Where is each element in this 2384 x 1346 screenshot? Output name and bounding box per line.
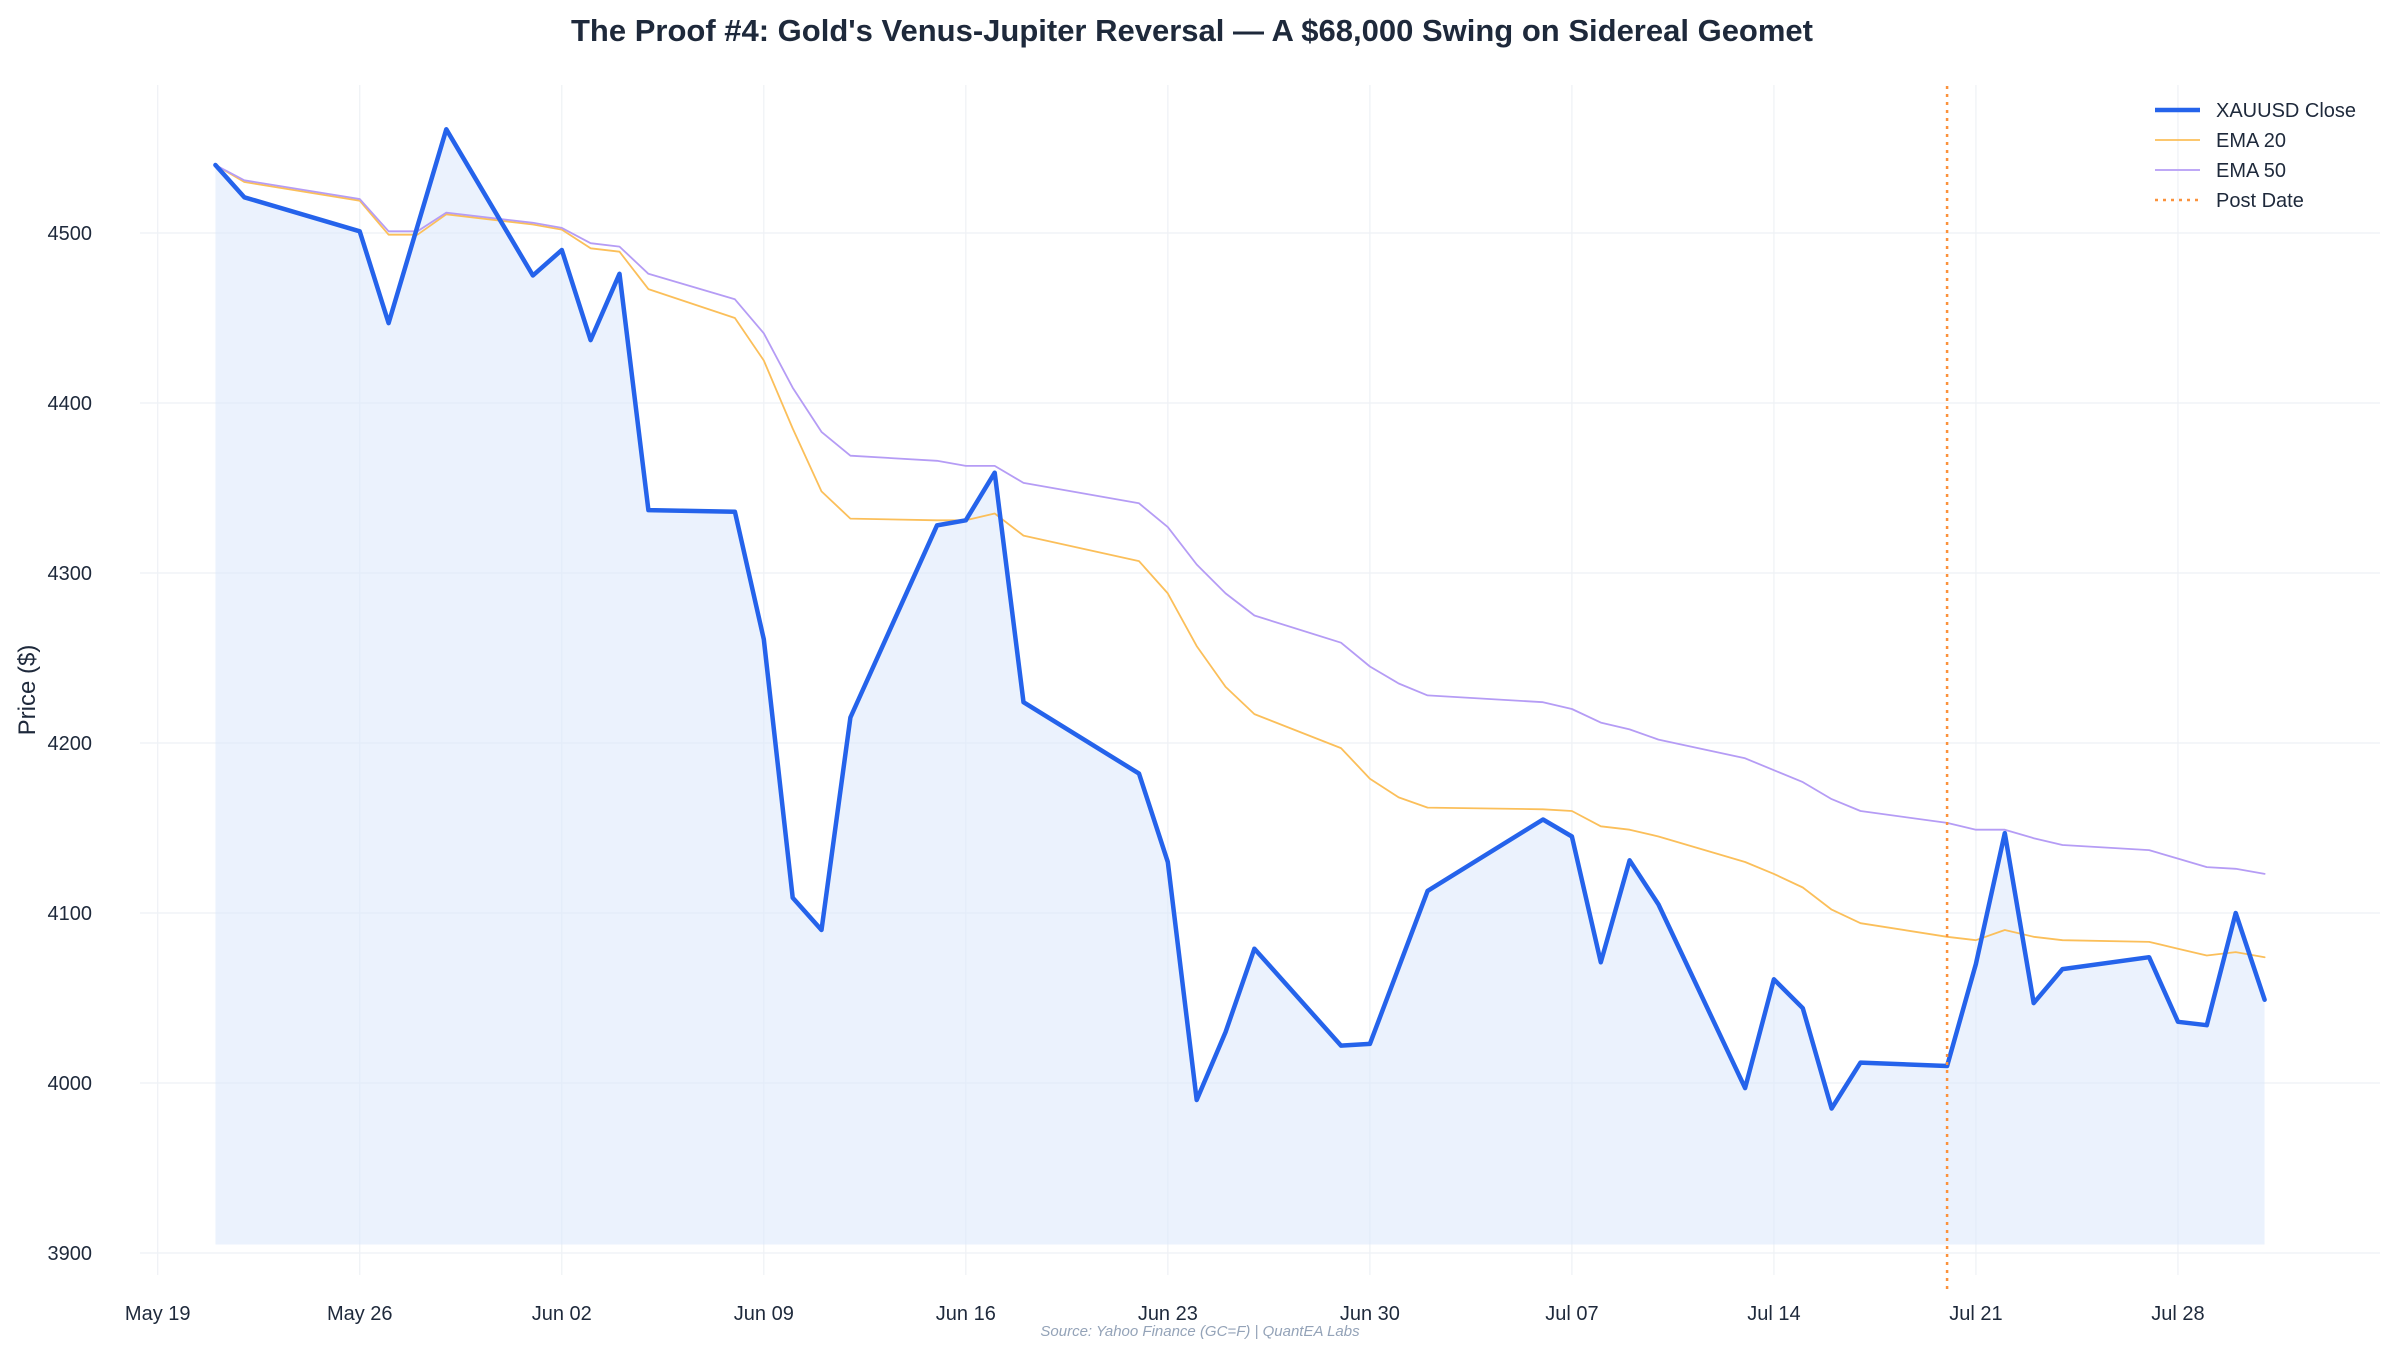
x-tick-label: Jun 30 [1340,1303,1400,1325]
legend-label: EMA 50 [2216,160,2286,182]
y-tick-label: 4100 [48,903,93,925]
source-note: Source: Yahoo Finance (GC=F) | QuantEA L… [1040,1323,1360,1340]
x-tick-label: Jun 09 [734,1303,794,1325]
legend-label: XAUUSD Close [2216,100,2356,122]
y-tick-label: 4500 [48,223,93,245]
x-tick-label: Jun 16 [936,1303,996,1325]
x-tick-label: Jul 28 [2151,1303,2204,1325]
chart-title: The Proof #4: Gold's Venus-Jupiter Rever… [571,13,1813,48]
x-tick-label: Jul 14 [1747,1303,1800,1325]
x-tick-label: Jul 21 [1949,1303,2002,1325]
x-tick-label: May 19 [125,1303,191,1325]
area-fill [215,129,2265,1245]
ema-20-line [214,164,2266,959]
y-tick-label: 4300 [48,563,93,585]
x-tick-label: Jul 07 [1545,1303,1598,1325]
y-axis-label: Price ($) [14,645,41,736]
close-area-fill [215,129,2265,1245]
series-lines [213,127,2267,1111]
legend-label: Post Date [2216,190,2304,212]
y-axis-ticks: 3900 4000 4100 4200 4300 4400 4500 [48,223,93,1265]
x-axis-ticks: May 19 May 26 Jun 02 Jun 09 Jun 16 Jun 23 Jun … [125,1303,2205,1325]
x-tick-label: Jun 02 [532,1303,592,1325]
y-tick-label: 4200 [48,733,93,755]
y-tick-label: 3900 [48,1243,93,1265]
x-tick-label: Jun 23 [1138,1303,1198,1325]
x-tick-label: May 26 [327,1303,393,1325]
xauusd-close-line [213,127,2267,1111]
y-tick-label: 4000 [48,1073,93,1095]
y-tick-label: 4400 [48,393,93,415]
legend: XAUUSD Close EMA 20 EMA 50 Post Date [2155,100,2356,212]
ema-50-line [214,164,2266,875]
legend-label: EMA 20 [2216,130,2286,152]
